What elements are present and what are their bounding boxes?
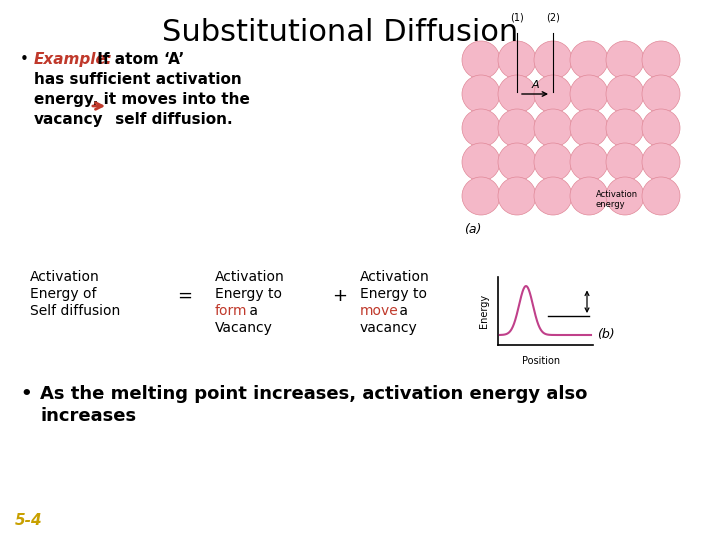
- Text: move: move: [360, 304, 399, 318]
- Text: Energy to: Energy to: [215, 287, 282, 301]
- Circle shape: [498, 177, 536, 215]
- Circle shape: [498, 109, 536, 147]
- Text: Energy to: Energy to: [360, 287, 427, 301]
- Text: vacancy: vacancy: [34, 112, 104, 127]
- Circle shape: [570, 109, 608, 147]
- Text: vacancy: vacancy: [360, 321, 418, 335]
- Text: Energy of: Energy of: [30, 287, 96, 301]
- Text: •: •: [20, 385, 32, 403]
- Text: Activation: Activation: [360, 270, 430, 284]
- Text: Example:: Example:: [34, 52, 113, 67]
- Text: 5-4: 5-4: [15, 513, 42, 528]
- Text: If atom ‘A’: If atom ‘A’: [92, 52, 184, 67]
- Text: (b): (b): [597, 328, 615, 341]
- Text: has sufficient activation: has sufficient activation: [34, 72, 242, 87]
- Circle shape: [462, 177, 500, 215]
- Text: Self diffusion: Self diffusion: [30, 304, 120, 318]
- Circle shape: [606, 109, 644, 147]
- Circle shape: [534, 177, 572, 215]
- Text: •: •: [20, 52, 29, 67]
- Text: a: a: [395, 304, 408, 318]
- Text: Substitutional Diffusion: Substitutional Diffusion: [162, 18, 518, 47]
- Text: (2): (2): [546, 13, 560, 23]
- Circle shape: [642, 109, 680, 147]
- Text: =: =: [178, 287, 192, 305]
- Circle shape: [570, 41, 608, 79]
- Text: form: form: [215, 304, 248, 318]
- Text: +: +: [333, 287, 348, 305]
- Circle shape: [642, 75, 680, 113]
- Text: (a): (a): [464, 223, 482, 236]
- Circle shape: [462, 109, 500, 147]
- Text: a: a: [245, 304, 258, 318]
- Circle shape: [498, 143, 536, 181]
- Text: Energy: Energy: [479, 294, 489, 328]
- Circle shape: [642, 177, 680, 215]
- Circle shape: [570, 143, 608, 181]
- Circle shape: [570, 75, 608, 113]
- Circle shape: [606, 177, 644, 215]
- Text: A: A: [531, 80, 539, 90]
- Text: Vacancy: Vacancy: [215, 321, 273, 335]
- Circle shape: [534, 109, 572, 147]
- Circle shape: [570, 177, 608, 215]
- Circle shape: [534, 41, 572, 79]
- Circle shape: [606, 41, 644, 79]
- Circle shape: [606, 75, 644, 113]
- Circle shape: [642, 143, 680, 181]
- Circle shape: [642, 41, 680, 79]
- Text: self diffusion.: self diffusion.: [110, 112, 233, 127]
- Text: Position: Position: [522, 356, 560, 366]
- Text: energy, it moves into the: energy, it moves into the: [34, 92, 250, 107]
- Circle shape: [498, 75, 536, 113]
- Text: Activation
energy: Activation energy: [596, 190, 638, 209]
- Circle shape: [462, 75, 500, 113]
- Circle shape: [606, 143, 644, 181]
- Text: Activation: Activation: [215, 270, 284, 284]
- Text: increases: increases: [40, 407, 136, 425]
- Circle shape: [534, 143, 572, 181]
- Circle shape: [462, 143, 500, 181]
- Text: As the melting point increases, activation energy also: As the melting point increases, activati…: [40, 385, 588, 403]
- Circle shape: [534, 75, 572, 113]
- Text: (1): (1): [510, 13, 524, 23]
- Circle shape: [498, 41, 536, 79]
- Circle shape: [462, 41, 500, 79]
- Text: Activation: Activation: [30, 270, 100, 284]
